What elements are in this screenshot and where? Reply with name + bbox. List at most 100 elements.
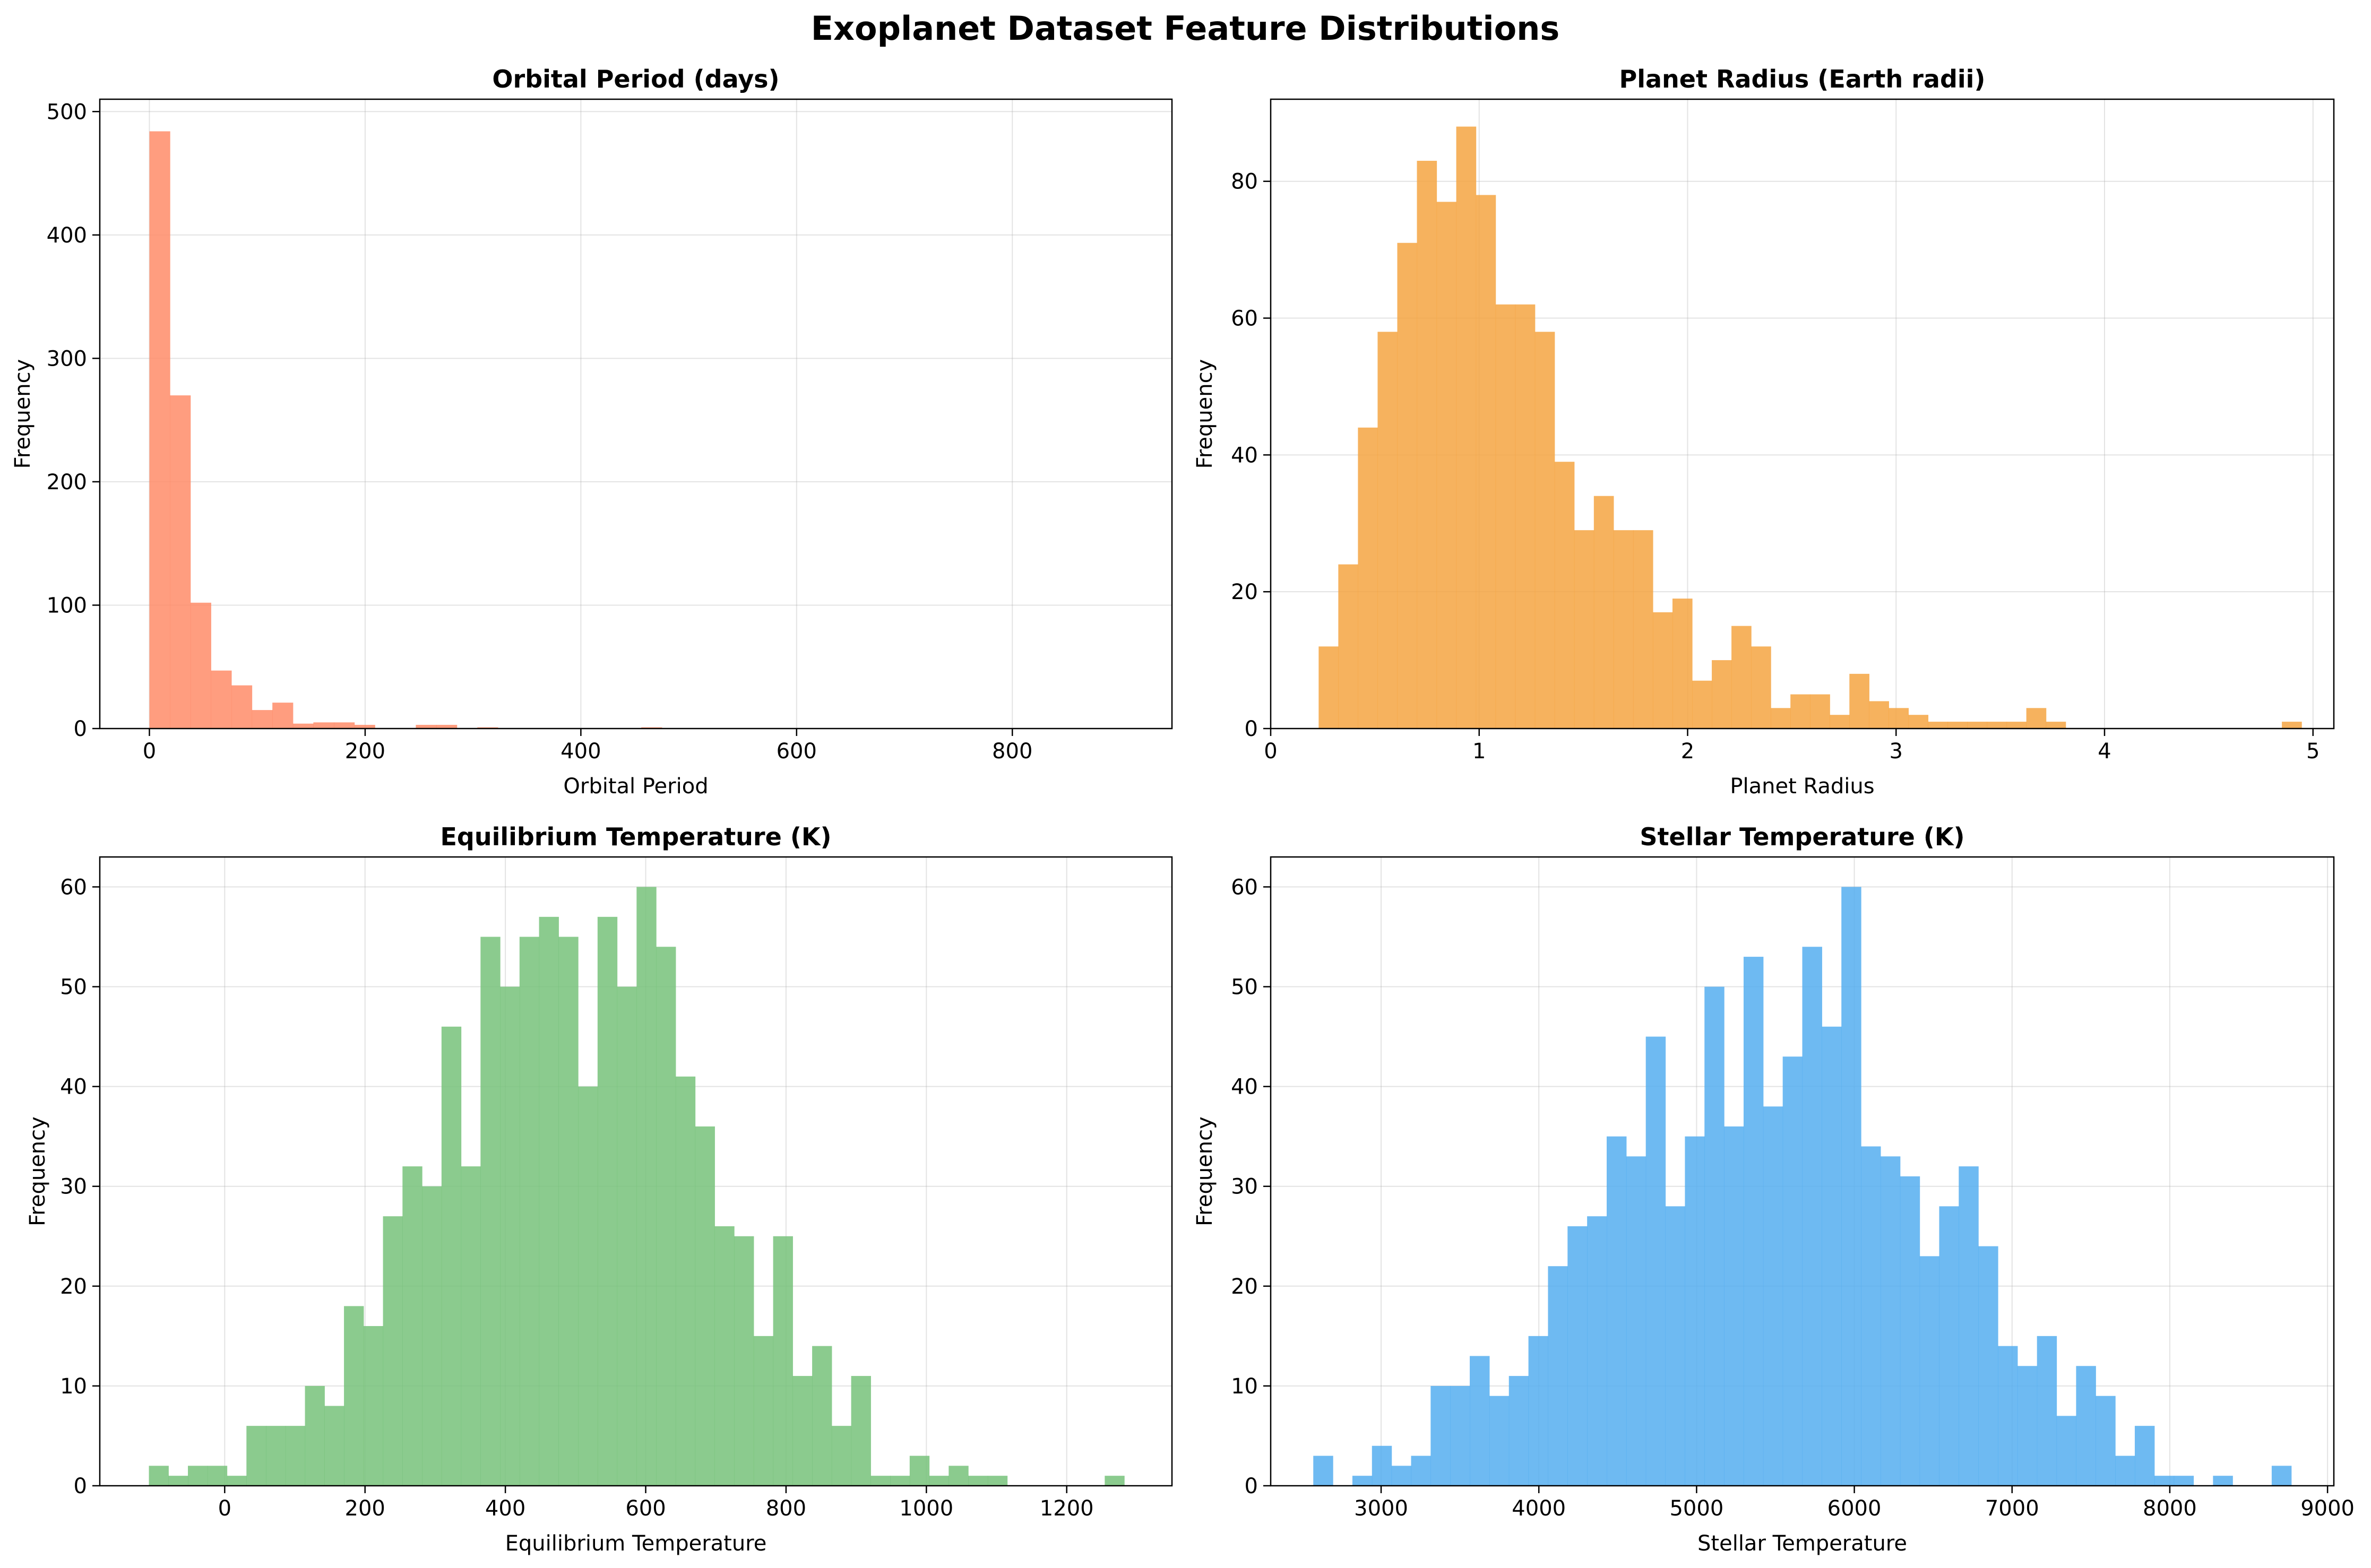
x-tick-label: 2 (1681, 739, 1694, 764)
histogram-bar (753, 1336, 774, 1486)
histogram-bar (1606, 1136, 1627, 1486)
histogram-bar (272, 703, 294, 729)
histogram-bar (1508, 1376, 1529, 1486)
histogram-bar (1430, 1385, 1451, 1486)
y-tick-label: 40 (1231, 1075, 1258, 1099)
histogram-bar (227, 1476, 247, 1486)
histogram-bar (1919, 1256, 1940, 1486)
histogram-bar (1495, 304, 1516, 729)
x-tick-label: 3000 (1354, 1496, 1408, 1521)
histogram-bar (1908, 715, 1929, 729)
histogram-bar (949, 1466, 969, 1486)
histogram-bar (402, 1166, 423, 1486)
histogram-bar (539, 916, 559, 1486)
histogram-bar (1665, 1206, 1685, 1486)
histogram-bar (1849, 673, 1869, 729)
y-tick-label: 0 (1245, 1474, 1258, 1498)
histogram-bar (1613, 530, 1634, 729)
x-tick-label: 200 (345, 1496, 385, 1521)
histogram-bar (1861, 1146, 1881, 1486)
x-tick-label: 5 (2306, 739, 2320, 764)
x-axis-label: Orbital Period (563, 774, 708, 799)
axes-frame (99, 98, 1173, 730)
histogram-bar (1318, 646, 1339, 729)
histogram-bar (1358, 427, 1378, 729)
x-tick-label: 0 (218, 1496, 231, 1521)
y-tick-label: 20 (1231, 1275, 1258, 1299)
chart-panel-1: 0 200 400 600 800 0 100 200 300 400 500 Orbital Per… (11, 65, 1173, 799)
histogram-bar (1377, 332, 1398, 729)
y-tick-label: 20 (60, 1275, 87, 1299)
y-tick-label: 300 (47, 346, 87, 371)
histogram-bar (2026, 708, 2047, 729)
histogram-bar (2037, 1336, 2057, 1486)
y-axis-label: Frequency (1193, 359, 1217, 469)
histogram-bar (1731, 626, 1752, 729)
histogram-bar (1313, 1456, 1333, 1486)
histogram-bar (1587, 1216, 1607, 1486)
histogram-bar (792, 1376, 813, 1486)
x-tick-label: 8000 (2143, 1496, 2197, 1521)
histogram-bar (1939, 1206, 1959, 1486)
histogram-bar (363, 1326, 384, 1486)
histogram-bar (1645, 1036, 1666, 1486)
histogram-bar (324, 1406, 344, 1486)
histogram-bar (1967, 722, 1988, 729)
histogram-bar (416, 725, 437, 729)
x-tick-label: 4000 (1512, 1496, 1566, 1521)
x-tick-label: 800 (766, 1496, 806, 1521)
chart-panel-3: 0 200 400 600 800 1000 1200 0 10 20 30 40 50 60 Equili… (25, 822, 1173, 1556)
histogram-bar (1411, 1456, 1431, 1486)
histogram-bar (1810, 694, 1830, 729)
histogram-bar (1889, 708, 1909, 729)
histogram-bar (2096, 1396, 2116, 1486)
histogram-bar (1841, 887, 1861, 1486)
x-tick-label: 1200 (1040, 1496, 1094, 1521)
x-tick-label: 6000 (1827, 1496, 1882, 1521)
histogram-bar (231, 685, 253, 729)
histogram-bar (1672, 599, 1693, 729)
x-tick-label: 200 (345, 739, 385, 764)
histogram-bar (1802, 947, 1822, 1486)
histogram-bar (1724, 1126, 1744, 1486)
y-tick-label: 0 (74, 1474, 87, 1498)
histogram-bar (354, 725, 375, 729)
histogram-bar (1704, 986, 1725, 1486)
axes-frame (99, 856, 1173, 1487)
y-tick-label: 60 (1231, 875, 1258, 899)
histogram-bar (987, 1476, 1008, 1486)
histogram-bar (149, 1466, 169, 1486)
histogram-bar (812, 1346, 832, 1486)
histogram-bar (1574, 530, 1594, 729)
histogram-bar (285, 1426, 306, 1486)
histogram-bar (211, 670, 232, 729)
histogram-bar (1880, 1156, 1901, 1486)
y-tick-label: 30 (1231, 1175, 1258, 1199)
histogram-bar (1436, 202, 1457, 729)
histogram-bar (190, 602, 211, 729)
histogram-bar (313, 722, 334, 729)
x-axis-label: Planet Radius (1730, 774, 1874, 799)
histogram-bar (1352, 1476, 1373, 1486)
histogram-bar (2271, 1466, 2292, 1486)
histogram-bar (252, 710, 273, 729)
histogram-bar (2134, 1426, 2155, 1486)
histogram-bar (2174, 1476, 2194, 1486)
y-tick-label: 80 (1231, 170, 1258, 194)
histogram-bar (773, 1236, 793, 1486)
histogram-bar (2076, 1366, 2096, 1486)
y-axis-label: Frequency (25, 1116, 50, 1226)
histogram-bar (1771, 708, 1791, 729)
x-tick-label: 0 (143, 739, 156, 764)
y-tick-label: 40 (1231, 443, 1258, 467)
histogram-bar (149, 131, 170, 729)
histogram-bar (1391, 1466, 1412, 1486)
histogram-bar (1470, 1356, 1490, 1486)
histogram-bar (890, 1476, 910, 1486)
histogram-bar (1489, 1396, 1510, 1486)
histogram-bar (1593, 496, 1614, 729)
histogram-bar (2006, 722, 2027, 729)
chart-panel-2: 0 1 2 3 4 5 0 20 40 60 80 Planet Radius (Earth radi… (1193, 65, 2335, 799)
histogram-bar (597, 916, 618, 1486)
y-tick-label: 0 (1245, 717, 1258, 741)
